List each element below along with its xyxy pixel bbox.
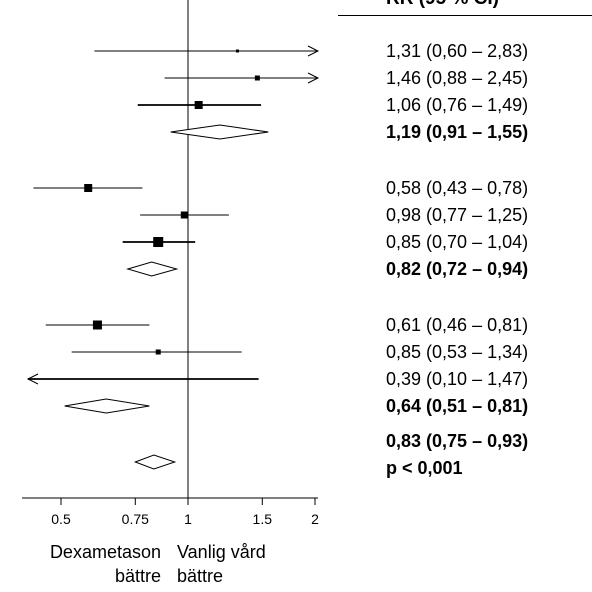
pooled-rr-text: 0,82 (0,72 – 0,94) [386,259,529,279]
pooled-diamond [133,454,177,470]
column-header: RR (95 % CI) [386,0,499,10]
favors-left-line1: Dexametason [49,542,161,562]
pooled-rr-text: 0,64 (0,51 – 0,81) [386,396,529,416]
study-point [153,237,164,247]
ci-arrow-left [26,373,39,385]
x-tick-label: 2 [311,511,319,527]
header-rule [338,15,592,16]
study-point [194,101,203,109]
study-point [92,320,102,330]
favors-left-line2: bättre [114,566,161,586]
ci-arrow-right [307,72,320,84]
study-rr-text: 0,98 (0,77 – 1,25) [386,205,529,225]
favors-right-label: Vanlig vård bättre [177,540,266,588]
study-rr-text: 1,31 (0,60 – 2,83) [386,41,529,61]
study-point [180,211,188,219]
favors-right-line1: Vanlig vård [177,542,266,562]
pooled-rr-text: 1,19 (0,91 – 1,55) [386,122,529,142]
study-point [84,184,93,192]
x-tick-label: 1 [184,511,192,527]
pooled-diamond [170,124,269,140]
x-tick-label: 0.5 [51,511,71,527]
study-rr-text: 0,85 (0,53 – 1,34) [386,342,529,362]
pooled-diamond [64,398,150,414]
study-rr-text: 0,61 (0,46 – 0,81) [386,315,529,335]
study-point [254,75,260,81]
study-rr-text: 0,85 (0,70 – 1,04) [386,232,529,252]
study-rr-text: 1,06 (0,76 – 1,49) [386,95,529,115]
pooled-rr-text: 0,83 (0,75 – 0,93) [386,431,529,451]
pooled-diamond [126,261,179,277]
ci-arrow-right [307,45,320,57]
study-point [235,49,239,53]
favors-right-line2: bättre [177,566,224,586]
x-tick-label: 1.5 [253,511,273,527]
x-tick-label: 0.75 [122,511,149,527]
study-rr-text: 0,39 (0,10 – 1,47) [386,369,529,389]
study-rr-text: 1,46 (0,88 – 2,45) [386,68,529,88]
study-rr-text: 0,58 (0,43 – 0,78) [386,178,529,198]
study-point [155,349,161,355]
favors-left-label: Dexametason bättre [50,540,161,588]
pooled-rr-text: p < 0,001 [386,458,463,478]
